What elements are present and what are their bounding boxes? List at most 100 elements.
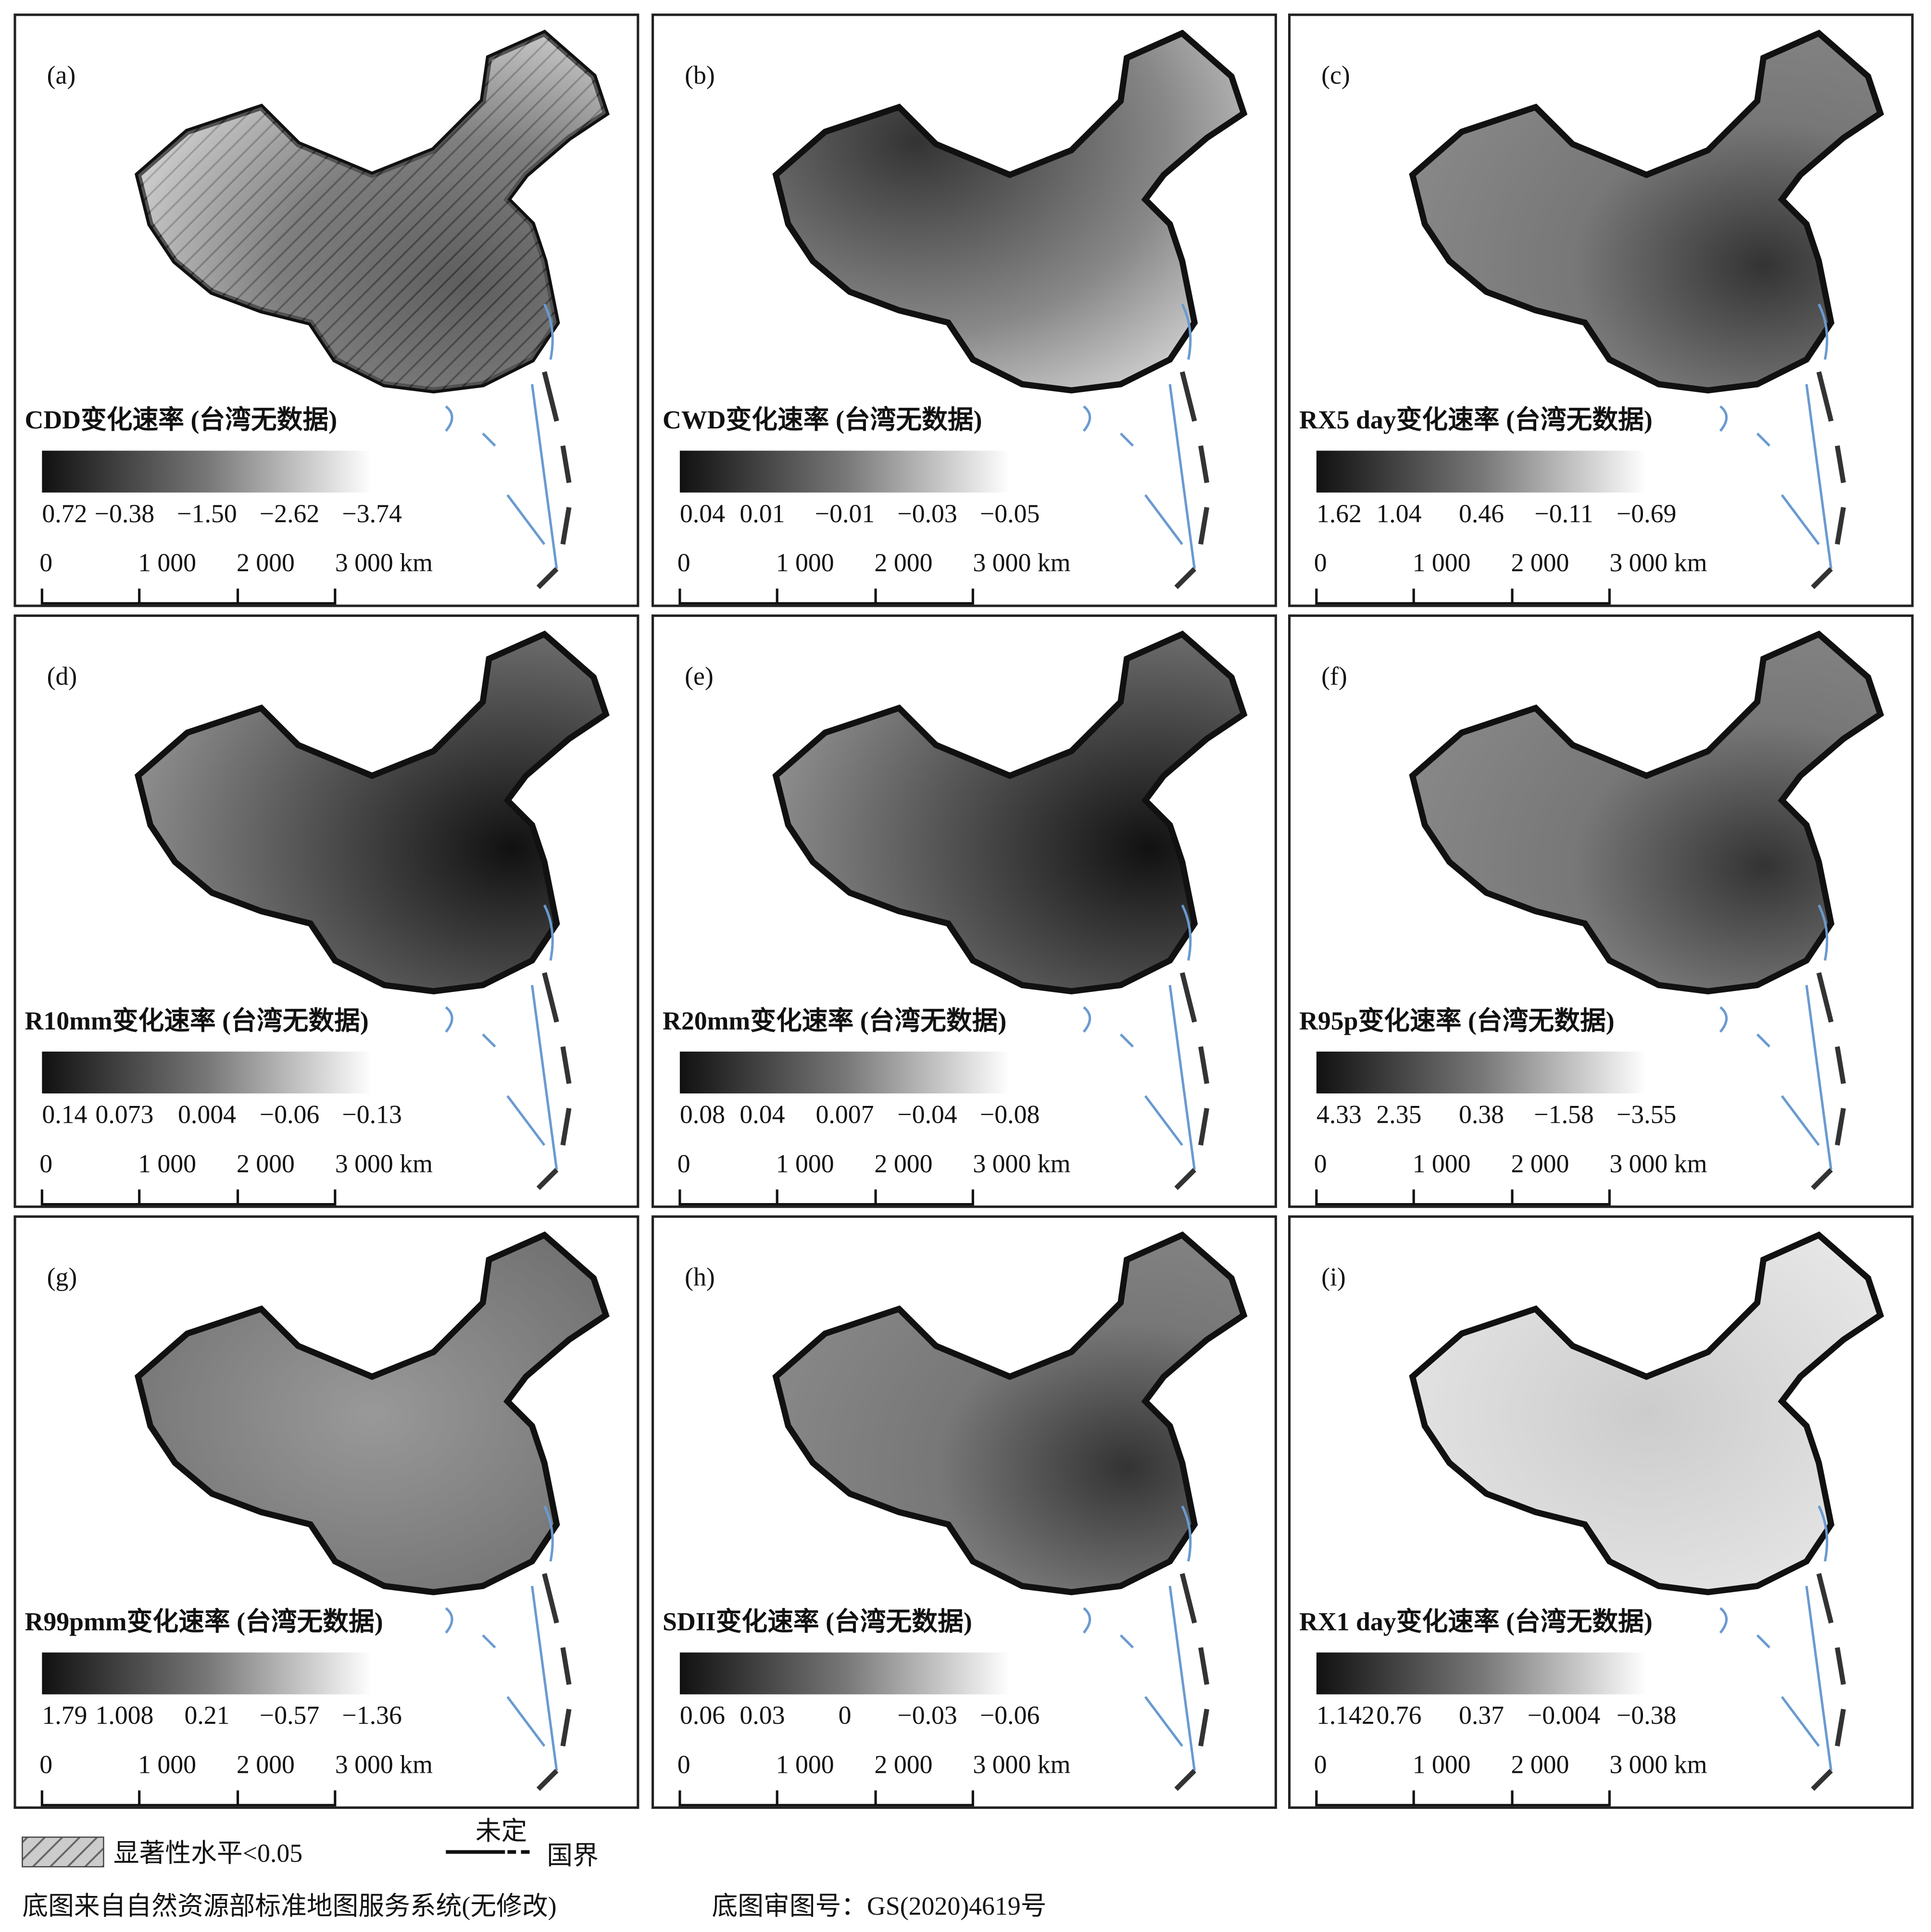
significance-hatch: [138, 33, 606, 390]
legend-label: −1.58: [1534, 1100, 1593, 1129]
footer: 显著性水平<0.05 未定 国界 底图来自自然资源部标准地图服务系统(无修改) …: [22, 1817, 1046, 1920]
legend-label: 0.72: [42, 499, 87, 528]
coastline: [445, 1505, 558, 1771]
scale-label: 2 000: [1511, 1149, 1569, 1178]
scale-label: 1 000: [138, 1750, 196, 1779]
legend-label: −0.38: [1617, 1701, 1676, 1730]
scale-bar: [40, 1790, 337, 1807]
legend-label: −0.06: [260, 1100, 319, 1129]
legend-label: 0.03: [740, 1701, 785, 1730]
china-map: [772, 1231, 1248, 1595]
panel: (d) R10mm变化速率 (台湾无数据) 0.14 0.073 0.004 −0.06−…: [13, 614, 639, 1208]
south-sea-dashes: [536, 371, 572, 590]
source-note: 底图来自自然资源部标准地图服务系统(无修改): [22, 1892, 556, 1920]
legend-label: −0.03: [897, 499, 957, 528]
scale-label: 2 000: [1511, 1750, 1569, 1779]
scale-label: 0: [1314, 1149, 1327, 1178]
china-map: [1409, 29, 1884, 394]
legend-label: 0.073: [95, 1100, 153, 1129]
panel-label: (g): [47, 1263, 77, 1292]
scale-label: 2 000: [874, 548, 932, 577]
legend-label: −0.03: [897, 1701, 957, 1730]
legend-label: 0.01: [740, 499, 785, 528]
legend-label: 0.37: [1459, 1701, 1504, 1730]
south-sea-dashes: [536, 972, 572, 1190]
panel-title: R99pmm变化速率 (台湾无数据): [25, 1607, 383, 1636]
panel: (f) R95p变化速率 (台湾无数据) 4.33 2.35 0.38 −1.58 −3.5…: [1288, 614, 1914, 1208]
south-sea-dashes: [1811, 972, 1846, 1190]
panel-title: SDII变化速率 (台湾无数据): [663, 1607, 972, 1636]
scale-bar: [1315, 589, 1611, 605]
scale-label: 0: [39, 1149, 52, 1178]
approval-note: 底图审图号：GS(2020)4619号: [712, 1892, 1046, 1920]
scale-label: 3 000 km: [1609, 1750, 1707, 1779]
scale-label: 1 000: [776, 1149, 834, 1178]
scale-label: 3 000 km: [335, 1149, 433, 1178]
south-sea-dashes: [1174, 371, 1209, 590]
legend-label: −3.55: [1617, 1100, 1676, 1129]
panel-label: (c): [1321, 61, 1350, 89]
scale-label: 3 000 km: [973, 548, 1070, 577]
legend-label: −0.06: [980, 1701, 1040, 1730]
scale-bar: [1315, 1189, 1611, 1206]
legend-ramp: [679, 451, 1010, 493]
panel-label: (f): [1321, 662, 1347, 690]
coastline: [1082, 1505, 1196, 1771]
scale-label: 0: [39, 548, 52, 577]
panel: (b) CWD变化速率 (台湾无数据) 0.04 0.01 −0.01 −0.03 −0.0…: [651, 13, 1277, 607]
scale-bar: [1315, 1790, 1611, 1807]
scale-bar: [678, 1189, 974, 1206]
scale-label: 2 000: [1511, 548, 1569, 577]
panel-label: (d): [47, 662, 77, 690]
coastline: [1719, 303, 1832, 569]
legend-label: −0.004: [1528, 1701, 1600, 1730]
legend-label: −3.74: [342, 499, 402, 528]
scale-label: 0: [1314, 1750, 1327, 1779]
coastline: [1082, 904, 1196, 1170]
panel: (e) R20mm变化速率 (台湾无数据) 0.08 0.04 0.007 −0.04 −0…: [651, 614, 1277, 1208]
panel-label: (h): [685, 1263, 715, 1292]
legend-label: −0.01: [815, 499, 875, 528]
legend-label: 0.38: [1459, 1100, 1504, 1129]
legend-ramp: [42, 451, 372, 493]
panel-title: R10mm变化速率 (台湾无数据): [25, 1006, 368, 1035]
panel-title: RX1 day变化速率 (台湾无数据): [1299, 1607, 1653, 1636]
legend-label: −0.04: [897, 1100, 957, 1129]
legend-label: −0.08: [980, 1100, 1040, 1129]
scale-label: 1 000: [1413, 548, 1471, 577]
south-sea-dashes: [536, 1573, 572, 1791]
scale-label: 3 000 km: [973, 1149, 1070, 1178]
scale-label: 1 000: [1413, 1149, 1471, 1178]
legend-label: 0: [839, 1701, 852, 1730]
legend-ramp: [42, 1051, 372, 1094]
panels: (a) CDD变化速率 (台湾无数据) 0.72 −0.38 −1.50 −2.62 −3.…: [13, 13, 1914, 1809]
south-sea-dashes: [1174, 1573, 1209, 1791]
legend-label: −0.13: [342, 1100, 401, 1129]
legend-label: 0.46: [1459, 499, 1504, 528]
china-map: [134, 630, 610, 994]
hatch-swatch: [22, 1836, 104, 1868]
scale-bar: [678, 589, 974, 605]
legend-label: 1.008: [95, 1701, 153, 1730]
panel-title: CWD变化速率 (台湾无数据): [663, 405, 982, 434]
legend-label: 4.33: [1317, 1100, 1362, 1129]
panel: (i) RX1 day变化速率 (台湾无数据) 1.142 0.76 0.37 −0.00…: [1288, 1215, 1914, 1809]
legend-label: 0.08: [680, 1100, 725, 1129]
scale-label: 0: [677, 1149, 690, 1178]
legend-label: 0.04: [680, 499, 725, 528]
panel: (h)SDII变化速率 (台湾无数据)0.06 0.03 0 −0.03 −0.060 1…: [651, 1215, 1277, 1809]
south-sea-dashes: [1811, 1573, 1846, 1791]
scale-label: 0: [39, 1750, 52, 1779]
border-label: 国界: [547, 1841, 599, 1870]
south-sea-dashes: [1811, 371, 1846, 590]
panel-title: R95p变化速率 (台湾无数据): [1299, 1006, 1615, 1035]
scale-label: 3 000 km: [335, 548, 433, 577]
scale-bar: [678, 1790, 974, 1807]
scale-label: 0: [677, 548, 690, 577]
legend-label: 0.06: [680, 1701, 725, 1730]
legend-label: −0.05: [980, 499, 1040, 528]
legend-label: 1.142: [1317, 1701, 1375, 1730]
legend-label: 0.76: [1376, 1701, 1421, 1730]
panel-label: (a): [47, 61, 76, 89]
